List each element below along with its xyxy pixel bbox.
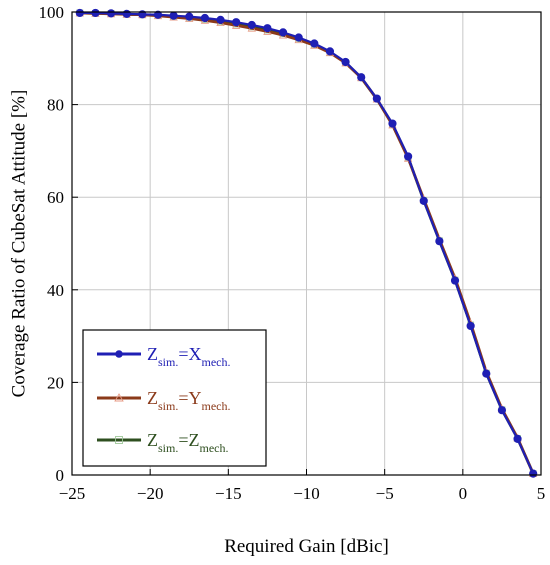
x-axis-label: Required Gain [dBic] xyxy=(224,536,389,557)
legend-marker xyxy=(114,393,124,402)
x-tick-label: −10 xyxy=(293,484,320,503)
data-point xyxy=(325,47,335,56)
y-tick-label: 80 xyxy=(47,96,64,115)
series-1 xyxy=(75,8,538,478)
y-tick-label: 20 xyxy=(47,373,64,392)
data-point xyxy=(435,237,444,246)
y-tick-label: 0 xyxy=(56,466,65,485)
x-tick-label: −25 xyxy=(59,484,86,503)
data-point xyxy=(450,276,460,285)
legend-item: Zsim.=Xmech. xyxy=(97,344,231,369)
data-point xyxy=(372,94,381,103)
data-point xyxy=(310,39,319,48)
data-point xyxy=(91,8,100,18)
data-point xyxy=(529,469,538,478)
y-axis-label: Coverage Ratio of CubeSat Attitude [%] xyxy=(8,90,29,398)
data-point xyxy=(169,11,178,20)
legend-marker xyxy=(115,350,123,358)
legend-item: Zsim.=Zmech. xyxy=(97,430,229,455)
data-point xyxy=(122,9,131,18)
legend-item: Zsim.=Ymech. xyxy=(97,388,231,413)
data-point xyxy=(404,152,413,161)
data-point xyxy=(466,321,475,331)
x-tick-label: 0 xyxy=(459,484,468,503)
data-point xyxy=(263,24,272,33)
data-point xyxy=(153,10,163,19)
y-tick-label: 60 xyxy=(47,188,64,207)
data-point xyxy=(388,119,397,128)
y-tick-label: 100 xyxy=(39,3,65,22)
data-point xyxy=(513,434,522,443)
ticks: −25 −20 −15 −10 −5 0 5 0 20 40 60 80 100 xyxy=(39,3,546,503)
legend-label: Zsim.=Zmech. xyxy=(147,430,229,455)
data-point xyxy=(75,8,84,18)
data-point xyxy=(216,15,225,24)
data-point xyxy=(419,196,428,206)
x-tick-label: −20 xyxy=(137,484,164,503)
legend-label: Zsim.=Ymech. xyxy=(147,388,231,413)
legend-label: Zsim.=Xmech. xyxy=(147,344,231,369)
data-point xyxy=(232,18,241,27)
data-point xyxy=(497,406,507,415)
legend: Zsim.=Xmech. Zsim.=Ymech. Zsim.=Zmech. xyxy=(82,329,267,467)
data-point xyxy=(357,73,366,82)
legend-marker xyxy=(115,436,123,444)
x-tick-label: −5 xyxy=(376,484,394,503)
data-point xyxy=(247,20,256,30)
x-tick-label: 5 xyxy=(537,484,546,503)
data-point xyxy=(294,33,303,42)
x-tick-label: −15 xyxy=(215,484,242,503)
data-point xyxy=(482,369,491,378)
data-point xyxy=(200,13,209,23)
data-point xyxy=(106,9,116,18)
data-point xyxy=(278,28,288,37)
data-point xyxy=(185,12,194,21)
y-tick-label: 40 xyxy=(47,281,64,300)
data-point xyxy=(341,57,350,67)
series-layer xyxy=(75,8,538,478)
